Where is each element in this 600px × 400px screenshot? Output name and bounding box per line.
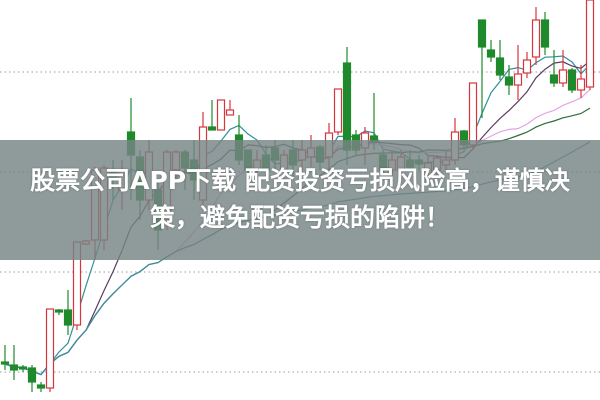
candle-up [531, 19, 541, 58]
candle-down [486, 49, 496, 58]
candle-down [504, 76, 514, 86]
candle-up [333, 88, 343, 133]
candle-down [540, 19, 550, 48]
headline-banner [0, 140, 600, 260]
candle-up [513, 73, 523, 86]
candle-down [567, 69, 577, 91]
candle-down [495, 57, 505, 76]
candle-up [468, 82, 478, 146]
candle-down [549, 74, 559, 84]
candle-up [522, 59, 532, 74]
candle-up [576, 78, 586, 91]
candle-up [585, 0, 595, 88]
candle-up [558, 69, 568, 84]
candle-up [225, 109, 235, 116]
candle-down [9, 364, 19, 371]
candle-down [477, 19, 487, 48]
candle-down [18, 366, 28, 370]
headline-text: 股票公司APP下载 配资投资亏损风险高，谨慎决策，避免配资亏损的陷阱！ [30, 166, 570, 232]
candle-up [45, 308, 55, 389]
candle-down [63, 309, 73, 326]
candle-down [36, 384, 46, 389]
candle-up [216, 99, 226, 131]
candle-down [54, 309, 64, 313]
candle-down [27, 367, 37, 383]
candle-down [0, 361, 10, 365]
candle-down [342, 62, 352, 151]
candle-down [207, 126, 217, 131]
